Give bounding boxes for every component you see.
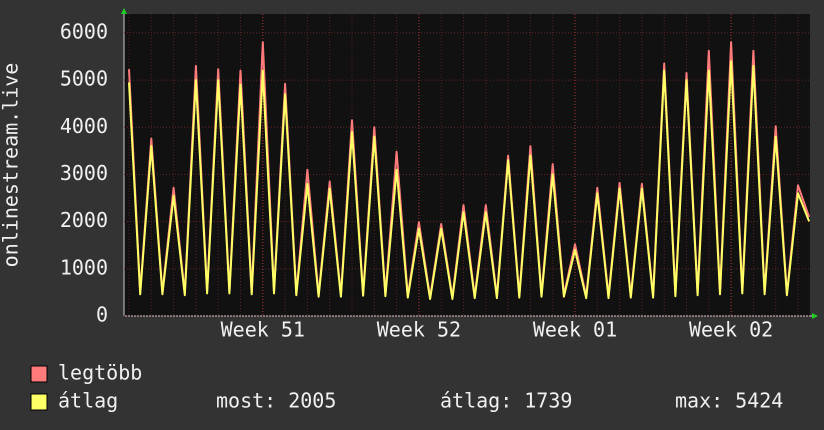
- y-tick-label: 1000: [60, 255, 108, 279]
- stat-label: most:: [216, 389, 276, 413]
- legend-swatch: [30, 393, 48, 411]
- x-tick-label: Week 52: [377, 318, 461, 342]
- legend-swatch: [30, 365, 48, 383]
- series-line: [128, 60, 811, 300]
- stat-value: 2005: [288, 389, 336, 413]
- y-tick-label: 0: [96, 303, 108, 327]
- stat-value: 5424: [735, 389, 783, 413]
- x-tick-label: Week 01: [533, 318, 617, 342]
- y-axis-label: onlinestream.live: [0, 63, 23, 268]
- arrow: [812, 313, 818, 319]
- y-tick-label: 3000: [60, 161, 108, 185]
- y-tick-label: 5000: [60, 67, 108, 91]
- legend-label: átlag: [58, 389, 118, 413]
- plot-area: [124, 14, 810, 316]
- stat-value: 1739: [524, 389, 572, 413]
- y-tick-label: 6000: [60, 19, 108, 43]
- arrow: [121, 8, 127, 14]
- x-tick-label: Week 51: [221, 318, 305, 342]
- stat-label: max:: [675, 389, 723, 413]
- stat-label: átlag:: [440, 389, 512, 413]
- x-tick-label: Week 02: [689, 318, 773, 342]
- legend-label: legtöbb: [58, 361, 142, 385]
- y-tick-label: 2000: [60, 208, 108, 232]
- y-tick-label: 4000: [60, 114, 108, 138]
